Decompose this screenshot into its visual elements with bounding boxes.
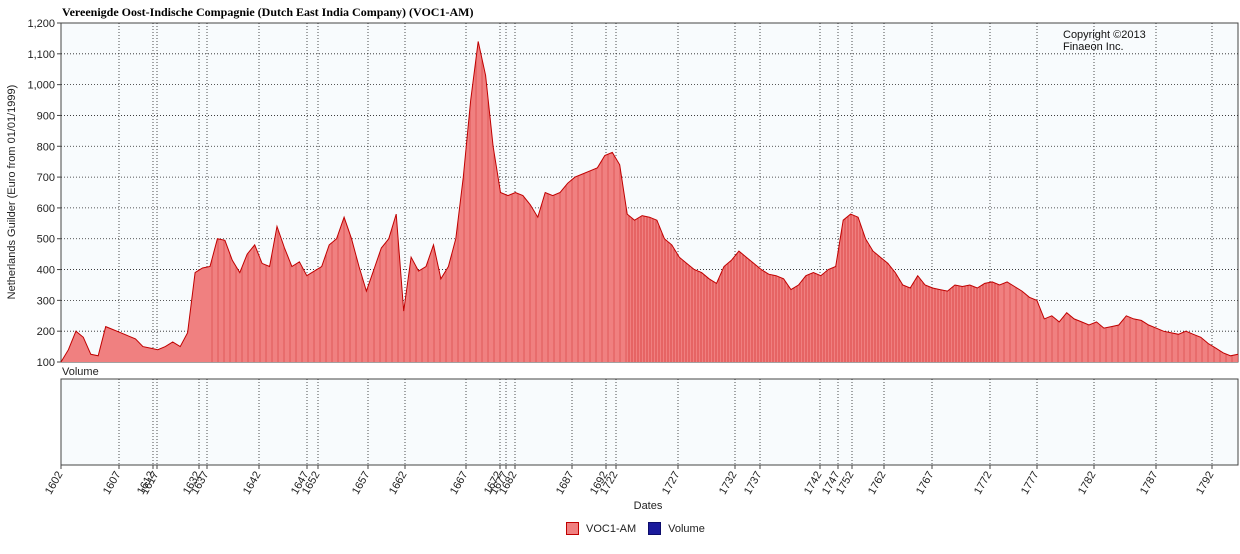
legend-swatch-voc1-am	[566, 522, 579, 535]
x-tick-label: 1742	[802, 470, 825, 497]
y-tick-label: 600	[37, 203, 55, 215]
y-axis-label: Netherlands Guilder (Euro from 01/01/199…	[6, 85, 18, 300]
price-area-stripes	[211, 58, 1239, 362]
volume-gridlines	[118, 379, 1213, 465]
x-tick-label: 1617	[139, 470, 162, 497]
legend-label-voc1-am: VOC1-AM	[586, 522, 637, 535]
copyright-line-2: Finaeon Inc.	[1063, 41, 1124, 53]
x-tick-label: 1732	[717, 470, 740, 497]
x-tick-label: 1687	[554, 470, 577, 497]
y-tick-label: 400	[37, 265, 55, 277]
x-tick-label: 1657	[350, 470, 373, 497]
y-tick-label: 500	[37, 234, 55, 246]
x-tick-label: 1782	[1076, 470, 1099, 497]
x-tick-label: 1772	[972, 470, 995, 497]
y-tick-label: 900	[37, 110, 55, 122]
x-tick-label: 1607	[101, 470, 124, 497]
x-tick-label: 1762	[866, 470, 889, 497]
y-tick-label: 800	[37, 141, 55, 153]
x-tick-label: 1662	[387, 470, 410, 497]
x-tick-label: 1787	[1138, 470, 1161, 497]
x-tick-label: 1727	[660, 470, 683, 497]
x-tick-label: 1667	[448, 470, 471, 497]
price-series	[60, 41, 1239, 363]
x-tick-label: 1777	[1019, 470, 1042, 497]
volume-plot-area	[60, 378, 1239, 466]
copyright-line-1: Copyright ©2013	[1063, 29, 1146, 41]
volume-panel-label: Volume	[62, 366, 99, 378]
y-tick-label: 1,100	[27, 49, 55, 61]
y-axis-ticks: 100 200 300 400 500 600 700 800 900 1,000 1,100 1,2…	[27, 18, 61, 369]
legend-swatch-volume	[648, 522, 662, 535]
x-tick-label: 1767	[914, 470, 937, 497]
legend-item-voc1-am[interactable]: VOC1-AM	[566, 522, 636, 535]
chart-title: Vereenigde Oost-Indische Compagnie (Dutc…	[62, 5, 473, 19]
y-tick-label: 200	[37, 326, 55, 338]
y-tick-label: 100	[37, 357, 55, 369]
x-axis-label: Dates	[634, 500, 663, 512]
legend-item-volume[interactable]: Volume	[648, 522, 705, 535]
x-tick-label: 1602	[43, 470, 66, 497]
price-area-fill	[61, 41, 1238, 362]
x-tick-label: 1792	[1194, 470, 1217, 497]
y-tick-label: 1,200	[27, 18, 55, 30]
y-tick-label: 300	[37, 295, 55, 307]
x-tick-label: 1642	[241, 470, 264, 497]
y-tick-label: 700	[37, 172, 55, 184]
legend-label-volume: Volume	[668, 522, 705, 535]
legend: VOC1-AM Volume	[566, 522, 717, 535]
price-line	[60, 41, 1239, 363]
y-tick-label: 1,000	[27, 80, 55, 92]
x-tick-label: 1737	[742, 470, 765, 497]
